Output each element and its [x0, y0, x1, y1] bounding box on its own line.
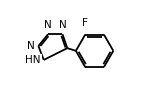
Text: F: F [82, 18, 88, 28]
Text: N: N [27, 41, 35, 51]
Text: N: N [59, 20, 66, 30]
Text: N: N [44, 20, 52, 30]
Text: HN: HN [25, 55, 41, 65]
